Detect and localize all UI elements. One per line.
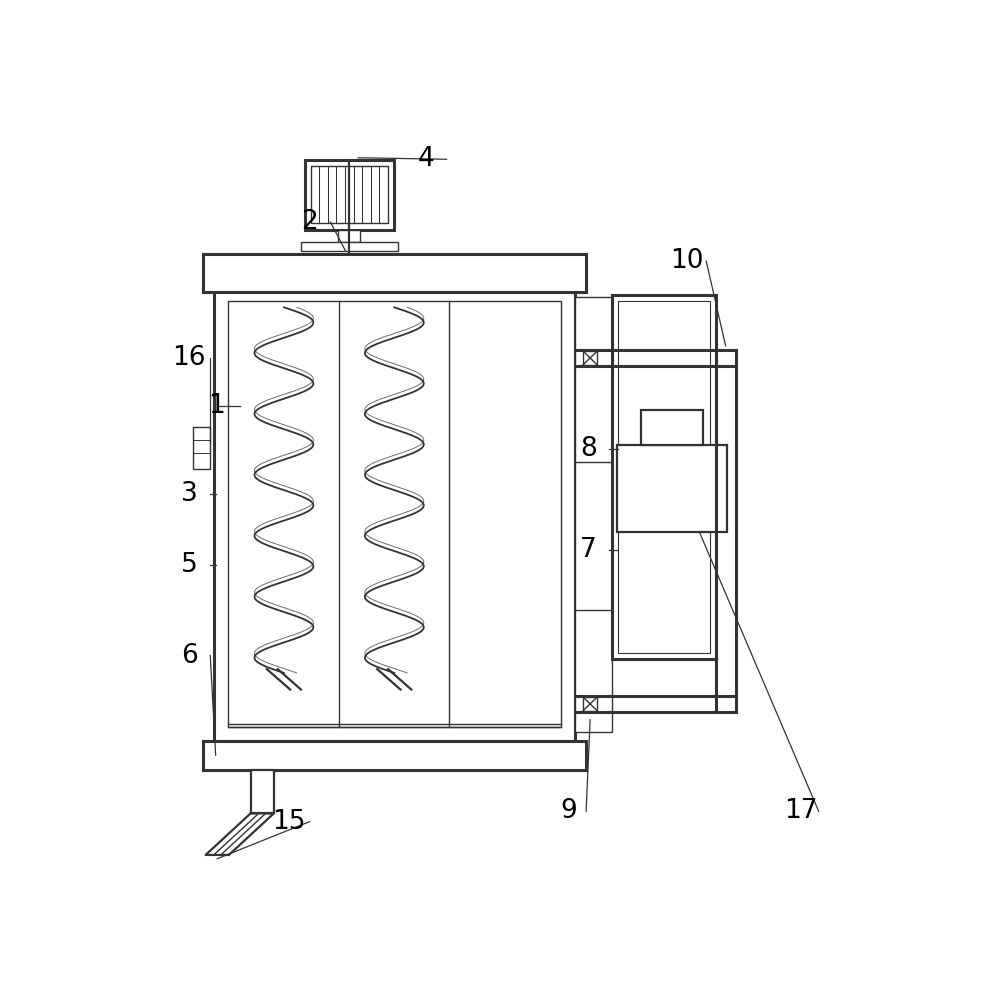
Bar	[193, 428, 210, 469]
Bar	[641, 410, 703, 444]
Bar	[617, 444, 727, 532]
Bar	[583, 351, 597, 365]
Bar	[618, 301, 710, 653]
Text: 8: 8	[580, 436, 597, 462]
Text: 4: 4	[417, 146, 434, 173]
Text: 3: 3	[181, 481, 198, 507]
Text: 2: 2	[301, 209, 318, 235]
Text: 17: 17	[784, 799, 818, 824]
Bar	[228, 301, 561, 727]
Text: 7: 7	[580, 537, 597, 563]
Bar	[301, 241, 398, 251]
Text: 9: 9	[560, 799, 577, 824]
Text: 15: 15	[273, 808, 306, 835]
Bar	[202, 741, 586, 770]
Bar	[612, 295, 716, 659]
Bar	[305, 160, 394, 230]
Bar	[214, 287, 574, 741]
Bar	[251, 770, 274, 813]
Text: 5: 5	[181, 552, 198, 578]
Bar	[311, 166, 388, 224]
Bar	[574, 296, 612, 732]
Bar	[583, 697, 597, 710]
Text: 16: 16	[173, 345, 206, 371]
Text: 6: 6	[181, 643, 198, 668]
Text: 1: 1	[208, 393, 225, 419]
Bar	[202, 254, 586, 292]
Bar	[338, 230, 360, 241]
Text: 10: 10	[670, 248, 704, 275]
